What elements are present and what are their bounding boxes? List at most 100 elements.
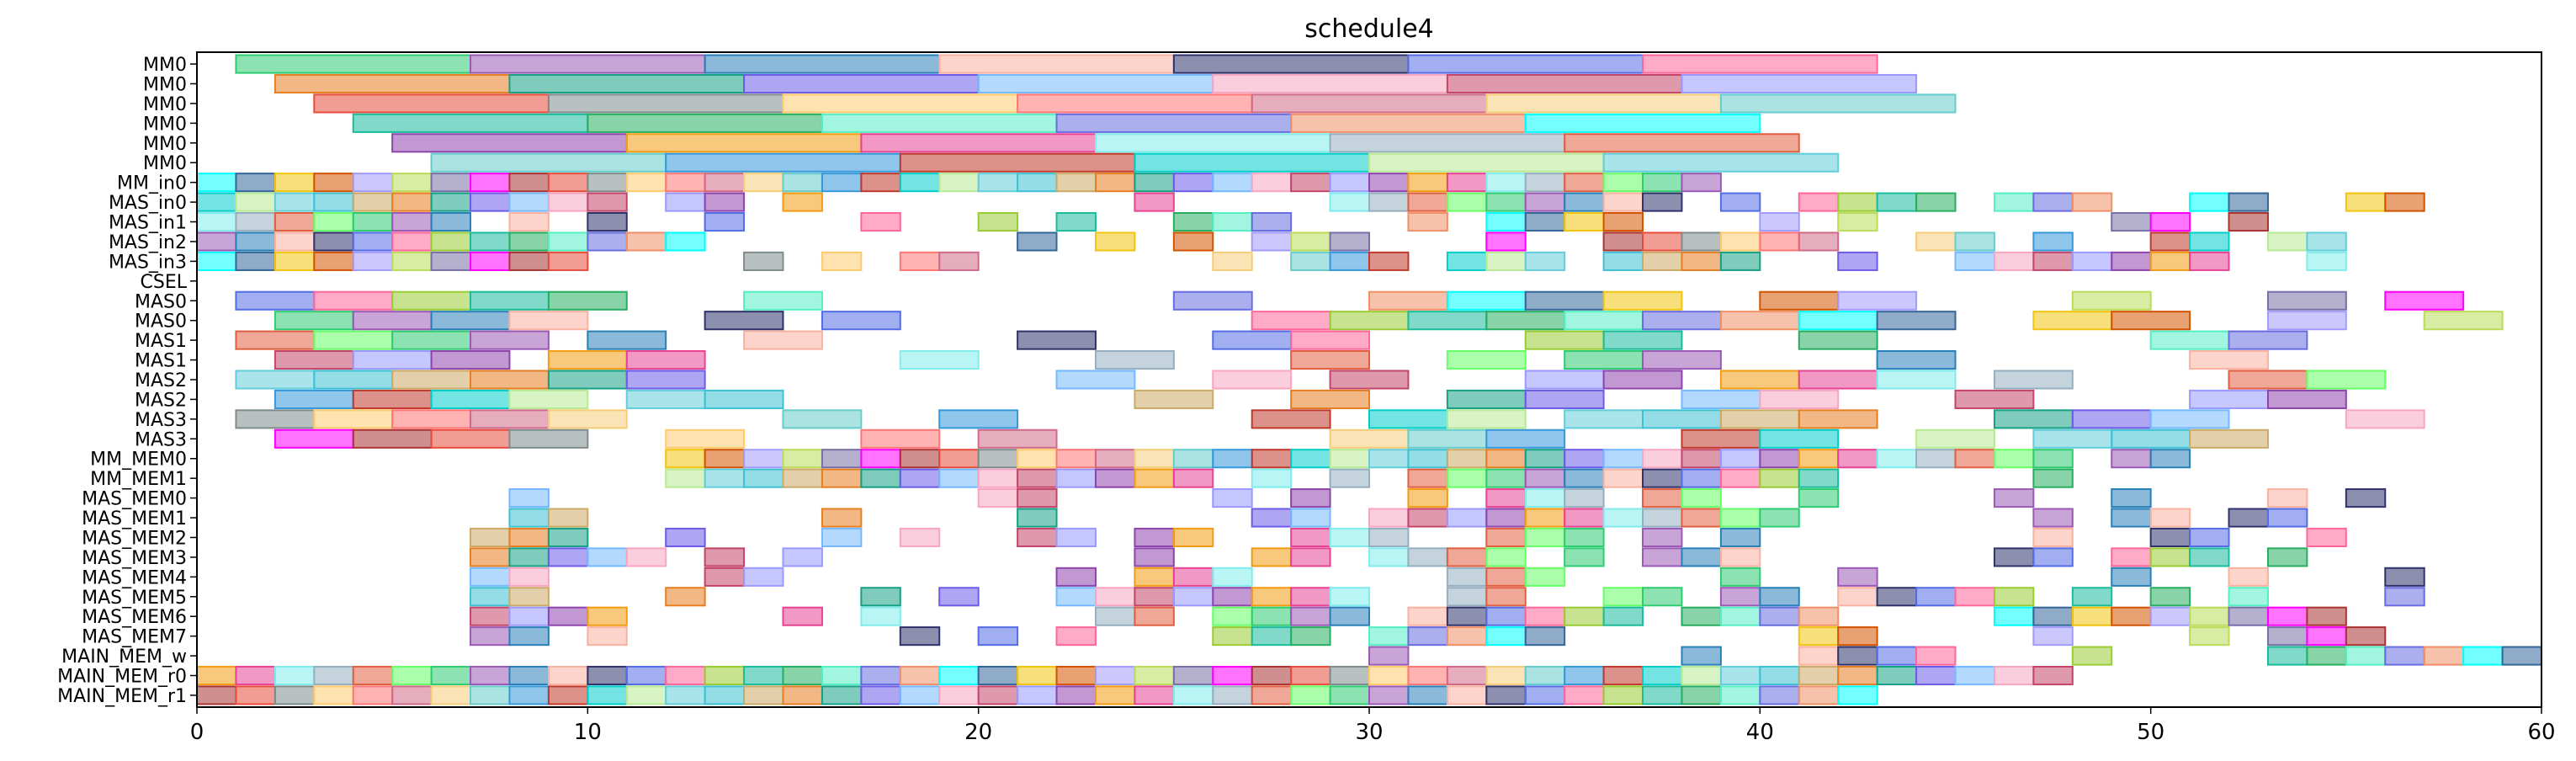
gantt-bar bbox=[1642, 527, 1683, 548]
gantt-bar bbox=[274, 231, 316, 252]
gantt-bar bbox=[547, 173, 589, 193]
gantt-bar bbox=[1759, 449, 1800, 469]
gantt-bar bbox=[2345, 409, 2425, 429]
gantt-bar bbox=[2111, 606, 2152, 626]
gantt-bar bbox=[1642, 508, 1683, 528]
gantt-bar bbox=[1564, 685, 1605, 705]
gantt-bar bbox=[1564, 311, 1644, 331]
gantt-bar bbox=[2032, 468, 2074, 488]
gantt-bar bbox=[508, 508, 550, 528]
gantt-bar bbox=[1446, 290, 1527, 311]
gantt-bar bbox=[508, 527, 550, 548]
gantt-bar bbox=[1251, 685, 1293, 705]
gantt-bar bbox=[1719, 606, 1761, 626]
gantt-bar bbox=[665, 665, 706, 686]
gantt-bar bbox=[235, 290, 316, 311]
gantt-bar bbox=[1954, 389, 2035, 409]
gantt-bar bbox=[1290, 173, 1331, 193]
gantt-bar bbox=[1094, 350, 1175, 370]
gantt-bar bbox=[899, 665, 941, 686]
gantt-bar bbox=[547, 685, 589, 705]
gantt-bar bbox=[313, 290, 394, 311]
gantt-bar bbox=[313, 231, 354, 252]
gantt-bar bbox=[743, 567, 784, 587]
gantt-bar bbox=[1798, 685, 1840, 705]
gantt-bar bbox=[1407, 488, 1448, 508]
gantt-bar bbox=[508, 587, 550, 607]
gantt-bar bbox=[1134, 527, 1175, 548]
gantt-bar bbox=[860, 665, 901, 686]
gantt-bar bbox=[1212, 488, 1253, 508]
gantt-bar bbox=[1681, 665, 1722, 686]
gantt-bar bbox=[1251, 173, 1293, 193]
gantt-bar bbox=[625, 133, 863, 153]
gantt-bar bbox=[1524, 211, 1566, 232]
gantt-bar bbox=[508, 606, 550, 626]
gantt-bar bbox=[1407, 311, 1488, 331]
gantt-bar bbox=[1368, 409, 1448, 429]
gantt-bar bbox=[1876, 646, 1918, 666]
gantt-bar bbox=[2189, 527, 2230, 548]
gantt-bar bbox=[1719, 449, 1761, 469]
gantt-bar bbox=[1564, 350, 1644, 370]
gantt-bar bbox=[1564, 468, 1605, 488]
gantt-bar bbox=[1446, 73, 1683, 94]
y-tick-label: MM0 bbox=[143, 74, 187, 95]
gantt-bar bbox=[1642, 547, 1683, 567]
gantt-bar bbox=[625, 231, 667, 252]
gantt-bar bbox=[1251, 231, 1293, 252]
gantt-bar bbox=[1719, 468, 1761, 488]
gantt-bar bbox=[1485, 192, 1527, 212]
gantt-bar bbox=[2032, 508, 2074, 528]
gantt-bar bbox=[547, 508, 589, 528]
gantt-bar bbox=[1837, 290, 1918, 311]
gantt-bar bbox=[1055, 468, 1097, 488]
gantt-bar bbox=[821, 251, 863, 271]
gantt-bar bbox=[2266, 547, 2308, 567]
gantt-bar bbox=[1368, 173, 1410, 193]
gantt-bar bbox=[1524, 290, 1605, 311]
gantt-bar bbox=[235, 409, 316, 429]
gantt-bar bbox=[899, 468, 941, 488]
gantt-bar bbox=[1642, 173, 1683, 193]
gantt-bar bbox=[1212, 211, 1253, 232]
gantt-bar bbox=[1798, 665, 1840, 686]
gantt-bar bbox=[1524, 567, 1566, 587]
gantt-bar bbox=[2111, 567, 2152, 587]
gantt-bar bbox=[1407, 192, 1448, 212]
gantt-bar bbox=[743, 290, 823, 311]
gantt-bar bbox=[821, 527, 863, 548]
gantt-bar bbox=[430, 311, 511, 331]
gantt-bar bbox=[1251, 665, 1293, 686]
y-tick-label: MAS3 bbox=[135, 410, 187, 431]
gantt-bar bbox=[1094, 449, 1136, 469]
gantt-bar bbox=[391, 290, 472, 311]
gantt-bar bbox=[938, 54, 1175, 74]
gantt-bar bbox=[1524, 685, 1566, 705]
gantt-bar bbox=[508, 311, 589, 331]
gantt-bar bbox=[1407, 626, 1448, 647]
gantt-bar bbox=[1134, 567, 1175, 587]
gantt-bar bbox=[1524, 665, 1566, 686]
gantt-bar bbox=[1329, 133, 1566, 153]
gantt-bar bbox=[1368, 527, 1410, 548]
gantt-bar bbox=[860, 587, 901, 607]
gantt-bar bbox=[274, 73, 511, 94]
gantt-bar bbox=[1094, 685, 1136, 705]
gantt-bar bbox=[1642, 251, 1683, 271]
gantt-bar bbox=[2189, 231, 2230, 252]
y-tick-label: MAS_in3 bbox=[109, 252, 187, 273]
y-tick-label: MM_MEM1 bbox=[90, 469, 187, 490]
gantt-bar bbox=[508, 488, 550, 508]
gantt-bar bbox=[665, 192, 706, 212]
gantt-bar bbox=[743, 685, 784, 705]
gantt-bar bbox=[1212, 370, 1293, 390]
gantt-bar bbox=[1798, 231, 1840, 252]
gantt-bar bbox=[704, 211, 746, 232]
gantt-bar bbox=[2228, 587, 2269, 607]
gantt-bar bbox=[1719, 370, 1800, 390]
gantt-bar bbox=[1055, 449, 1097, 469]
gantt-bar bbox=[1446, 389, 1527, 409]
gantt-bar bbox=[470, 173, 511, 193]
bars-layer bbox=[196, 54, 2542, 705]
